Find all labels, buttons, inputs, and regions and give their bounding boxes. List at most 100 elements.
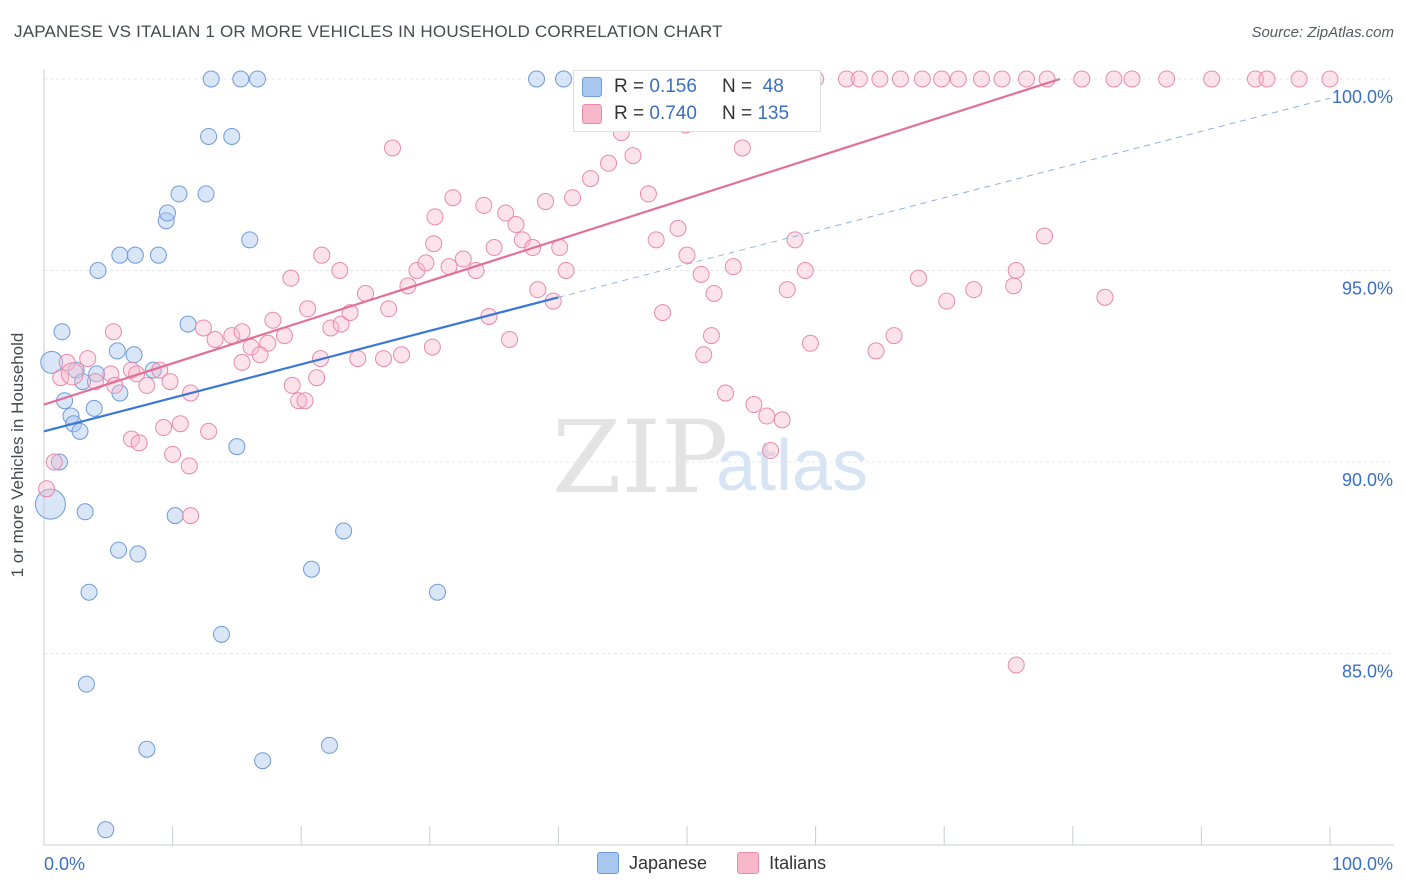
- y-tick-label: 100.0%: [1332, 87, 1393, 107]
- italians-point: [38, 480, 56, 498]
- japanese-point: [166, 507, 184, 525]
- italians-point: [564, 189, 582, 207]
- y-axis-label-wrap: 1 or more Vehicles in Household: [8, 333, 38, 578]
- italians-point: [786, 231, 804, 249]
- italians-point: [949, 70, 967, 88]
- italians-point: [79, 350, 97, 368]
- italians-point: [933, 70, 951, 88]
- italians-point: [762, 442, 780, 460]
- italians-point: [909, 269, 927, 287]
- italians-point: [801, 334, 819, 352]
- italians-point: [182, 507, 200, 525]
- italians-point: [171, 415, 189, 433]
- italians-point: [130, 434, 148, 452]
- italians-point: [104, 323, 122, 341]
- italians-point: [1038, 70, 1056, 88]
- japanese-point: [429, 583, 447, 601]
- japanese-point: [111, 246, 129, 264]
- italians-point: [138, 376, 156, 394]
- italians-point: [444, 189, 462, 207]
- japanese-point: [202, 70, 220, 88]
- italians-point: [796, 262, 814, 279]
- italians-point: [299, 300, 317, 318]
- legend-n-label: N =: [721, 103, 753, 124]
- italians-point: [885, 327, 903, 345]
- japanese-trendline: [43, 296, 559, 433]
- japanese-point: [126, 246, 144, 264]
- y-tick-label: 85.0%: [1342, 662, 1393, 682]
- legend-swatch-italians: [582, 104, 602, 124]
- italians-point: [1005, 277, 1023, 295]
- italians-point: [296, 392, 314, 410]
- legend-n-value-italians: 135: [757, 103, 790, 124]
- italians-point: [313, 246, 331, 264]
- italians-point: [380, 300, 398, 318]
- italians-point: [1007, 656, 1025, 674]
- italians-point: [1007, 262, 1025, 279]
- italians-point: [322, 319, 340, 337]
- italians-point: [45, 453, 63, 471]
- italians-point: [867, 342, 885, 360]
- series-label-japanese: Japanese: [629, 852, 708, 873]
- italians-point: [717, 384, 735, 402]
- japanese-point: [108, 342, 126, 360]
- italians-point: [692, 265, 710, 283]
- italians-point: [678, 246, 696, 264]
- japanese-point: [89, 262, 107, 279]
- japanese-point: [555, 70, 573, 88]
- watermark-atlas: atlas: [716, 426, 868, 506]
- japanese-point: [320, 736, 338, 754]
- italians-point: [647, 231, 665, 249]
- series-legend: Japanese Italians: [597, 852, 856, 874]
- japanese-point: [179, 315, 197, 333]
- italians-point: [233, 323, 251, 341]
- italians-point: [871, 70, 889, 88]
- japanese-point: [200, 127, 218, 145]
- italians-point: [375, 350, 393, 368]
- italians-point: [194, 319, 212, 337]
- italians-point: [624, 147, 642, 165]
- legend-r-label: R =: [614, 103, 645, 124]
- italians-point: [283, 376, 301, 394]
- japanese-point: [335, 522, 353, 540]
- italians-point: [654, 304, 672, 322]
- italians-point: [850, 70, 868, 88]
- italians-point: [837, 70, 855, 88]
- italians-trendline: [43, 77, 1061, 406]
- italians-point: [417, 254, 435, 272]
- italians-point: [1105, 70, 1123, 88]
- italians-point: [475, 196, 493, 214]
- italians-point: [773, 411, 791, 429]
- legend-n-value-japanese: 48: [762, 76, 784, 97]
- japanese-point: [223, 127, 241, 145]
- italians-point: [282, 269, 300, 287]
- italians-point: [233, 353, 251, 371]
- japanese-point: [197, 185, 215, 203]
- japanese-point: [528, 70, 546, 88]
- japanese-point: [50, 453, 68, 471]
- italians-point: [58, 353, 76, 371]
- series-swatch-japanese: [597, 852, 619, 874]
- italians-point: [1036, 227, 1054, 245]
- italians-point: [264, 311, 282, 329]
- series-label-italians: Italians: [769, 852, 827, 873]
- japanese-point: [129, 545, 147, 563]
- italians-point: [102, 365, 120, 383]
- italians-point: [1096, 288, 1114, 306]
- japanese-point: [80, 583, 98, 601]
- italians-point: [705, 284, 723, 302]
- italians-point: [1158, 70, 1176, 88]
- japanese-trendline: [558, 97, 1331, 298]
- japanese-point: [34, 488, 66, 520]
- italians-point: [501, 330, 519, 348]
- y-tick-label: 90.0%: [1342, 470, 1393, 490]
- correlation-legend: R = 0.156 N = 48 R = 0.740 N = 135: [573, 70, 821, 132]
- italians-point: [1258, 70, 1276, 88]
- japanese-point: [53, 323, 71, 341]
- italians-point: [86, 373, 104, 391]
- italians-point: [938, 292, 956, 310]
- italians-point: [891, 70, 909, 88]
- y-tick-label: 95.0%: [1342, 279, 1393, 299]
- italians-point: [537, 193, 555, 211]
